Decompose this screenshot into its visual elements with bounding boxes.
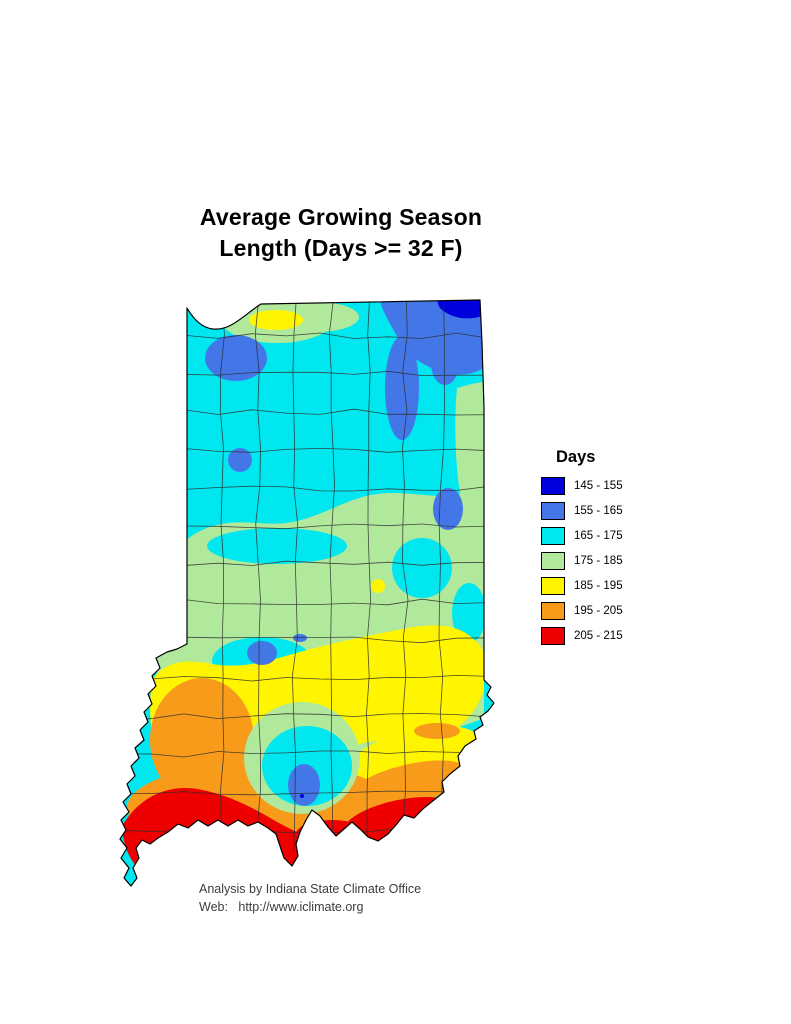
zone-145-155 xyxy=(437,300,482,319)
footer: Analysis by Indiana State Climate Office… xyxy=(199,880,421,916)
legend-swatch xyxy=(541,551,565,570)
legend-label: 145 - 155 xyxy=(574,479,623,492)
legend-item: 185 - 195 xyxy=(541,576,623,595)
legend-item: 165 - 175 xyxy=(541,526,623,545)
legend-swatch xyxy=(541,626,565,645)
legend-label: 165 - 175 xyxy=(574,529,623,542)
legend-swatch xyxy=(541,601,565,620)
state-outline xyxy=(119,299,495,887)
map-title-line1: Average Growing Season xyxy=(199,204,483,230)
legend-label: 155 - 165 xyxy=(574,504,623,517)
legend: Days 145 - 155 155 - 165 165 - 175 175 - 18… xyxy=(541,448,623,652)
legend-label: 195 - 205 xyxy=(574,604,623,617)
footer-line2: Web: http://www.iclimate.org xyxy=(199,900,364,914)
map-title: Average Growing Season Length (Days >= 3… xyxy=(116,202,566,264)
footer-line1: Analysis by Indiana State Climate Office xyxy=(199,882,422,896)
legend-swatch xyxy=(541,576,565,595)
indiana-map-svg xyxy=(119,299,495,887)
legend-title: Days xyxy=(556,448,596,466)
legend-item: 175 - 185 xyxy=(541,551,623,570)
map-title-line2: Length (Days >= 32 F) xyxy=(219,235,463,261)
county-boundaries xyxy=(120,300,491,867)
legend-item: 155 - 165 xyxy=(541,501,623,520)
legend-label: 185 - 195 xyxy=(574,579,623,592)
legend-item: 195 - 205 xyxy=(541,601,623,620)
south-cool-pocket xyxy=(244,702,360,814)
legend-rows: 145 - 155 155 - 165 165 - 175 175 - 185 185 … xyxy=(541,476,623,645)
legend-item: 145 - 155 xyxy=(541,476,623,495)
map-fill-layers xyxy=(120,300,494,886)
legend-label: 205 - 215 xyxy=(574,629,623,642)
legend-swatch xyxy=(541,501,565,520)
indiana-map xyxy=(112,288,532,888)
legend-label: 175 - 185 xyxy=(574,554,623,567)
legend-item: 205 - 215 xyxy=(541,626,623,645)
legend-swatch xyxy=(541,526,565,545)
legend-swatch xyxy=(541,476,565,495)
